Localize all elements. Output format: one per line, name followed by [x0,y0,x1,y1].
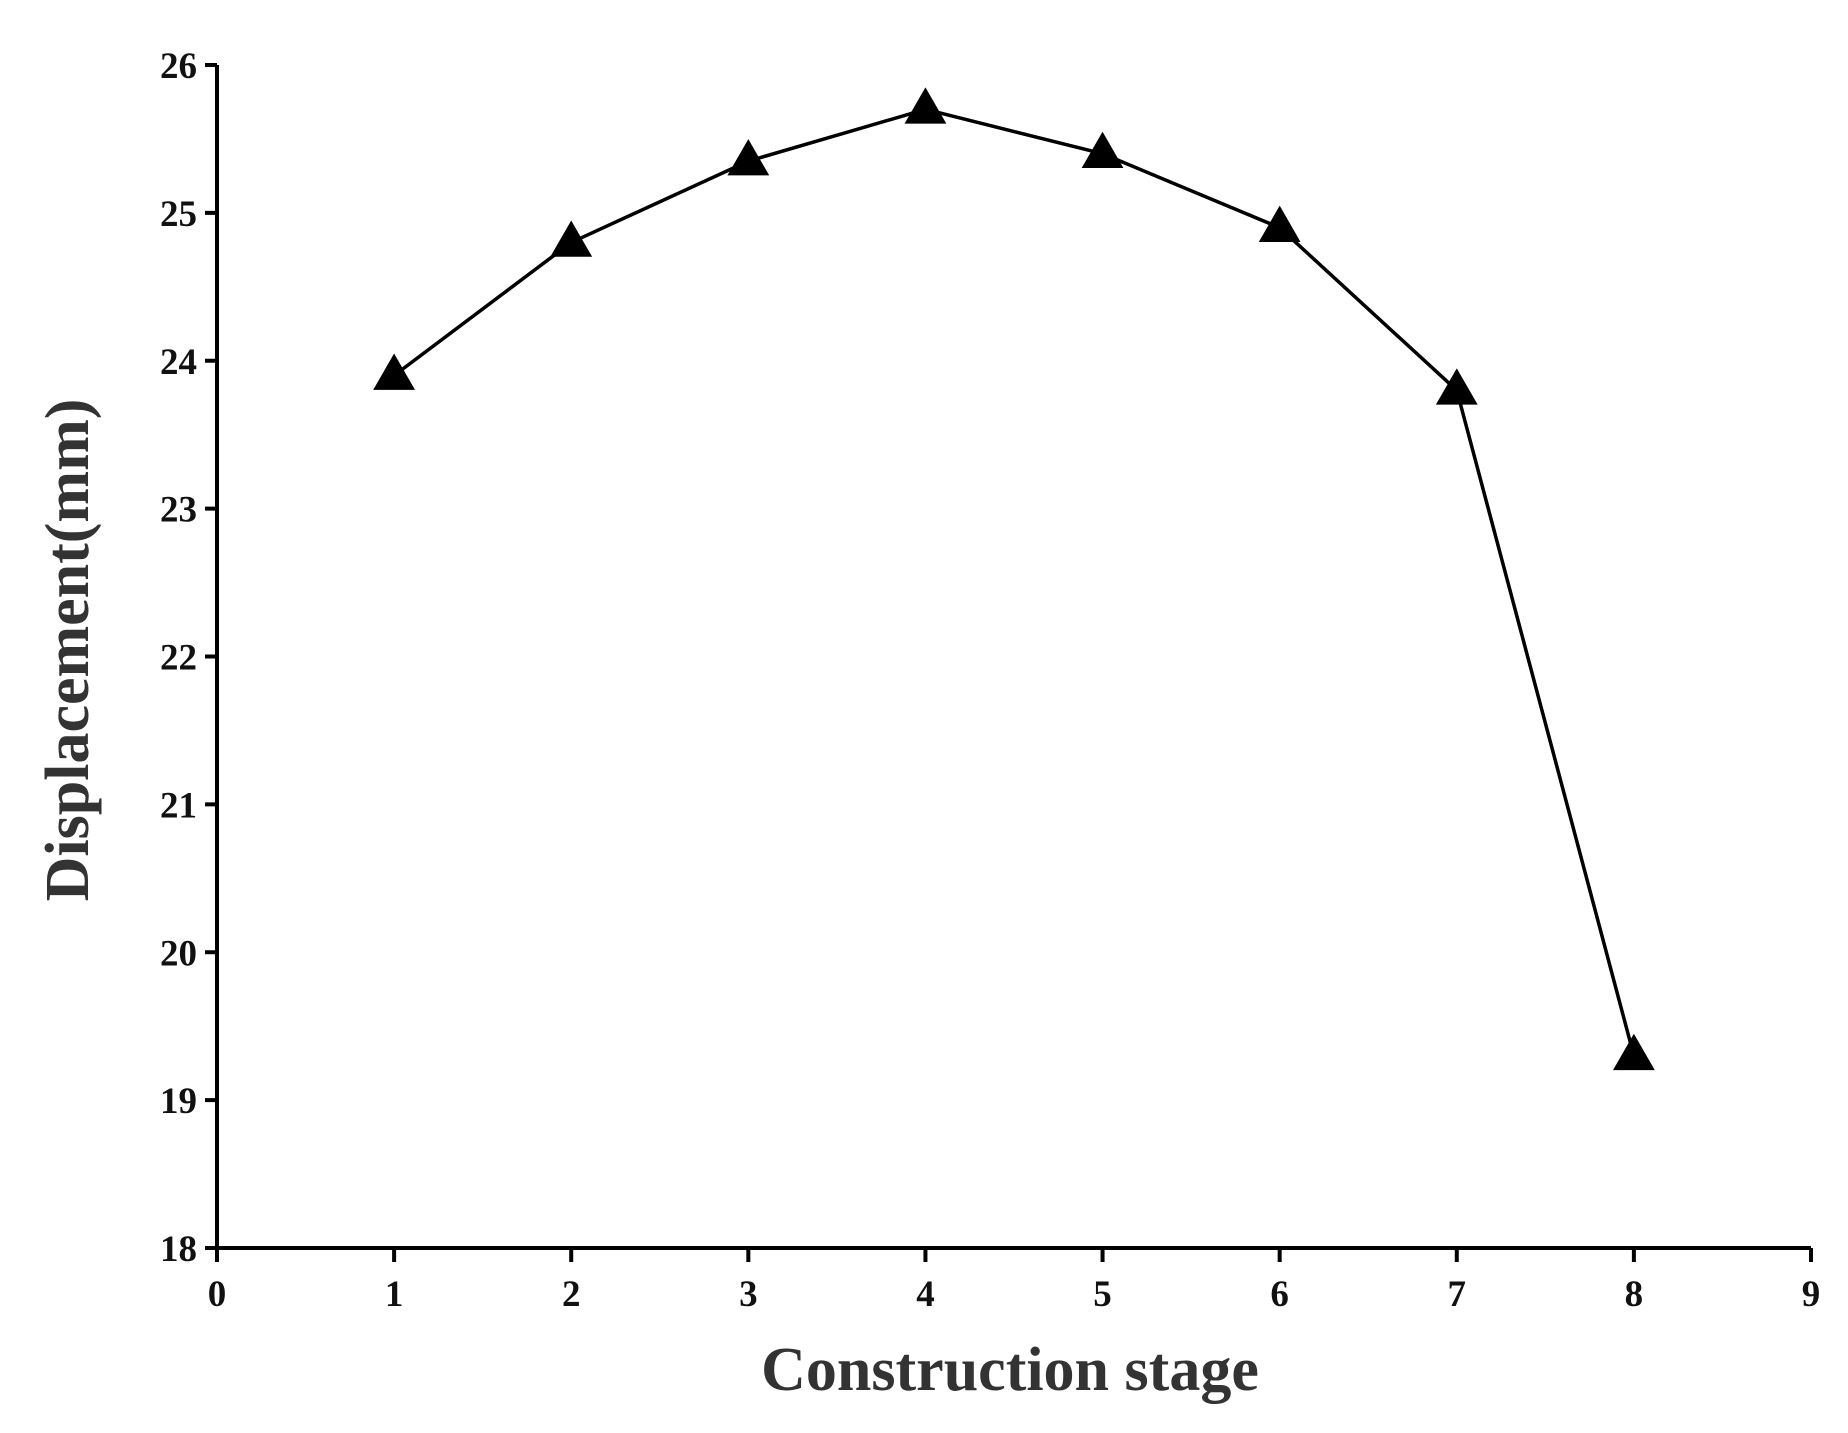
y-tick-label: 21 [160,785,197,826]
marker [1081,131,1124,169]
x-tick-label: 4 [916,1274,935,1315]
x-tick-label: 2 [562,1274,581,1315]
y-tick-label: 18 [160,1229,197,1270]
y-tick-label: 25 [160,194,197,235]
x-tick-label: 1 [385,1274,404,1315]
marker [727,139,770,176]
y-tick-label: 19 [160,1081,197,1122]
marker [904,87,947,124]
marker [1612,1033,1655,1071]
x-tick-label: 9 [1802,1274,1821,1315]
x-tick-label: 5 [1093,1274,1112,1315]
marker [550,220,593,257]
x-tick-label: 6 [1270,1274,1289,1315]
series-line [393,107,1636,1057]
y-tick-label: 24 [160,342,197,383]
x-tick-label: 7 [1448,1274,1467,1315]
y-axis-label: Displacement(mm) [34,399,102,902]
x-axis-label: Construction stage [761,1336,1259,1404]
marker [1435,368,1478,405]
y-tick-label: 22 [160,638,197,679]
marker [373,353,416,390]
y-tick-label: 20 [160,933,197,974]
x-tick-label: 3 [739,1274,758,1315]
y-tick-label: 23 [160,490,197,531]
x-tick-label: 8 [1625,1274,1644,1315]
x-tick-label: 0 [208,1274,227,1315]
marker [1258,205,1301,242]
y-tick-label: 26 [160,46,197,87]
